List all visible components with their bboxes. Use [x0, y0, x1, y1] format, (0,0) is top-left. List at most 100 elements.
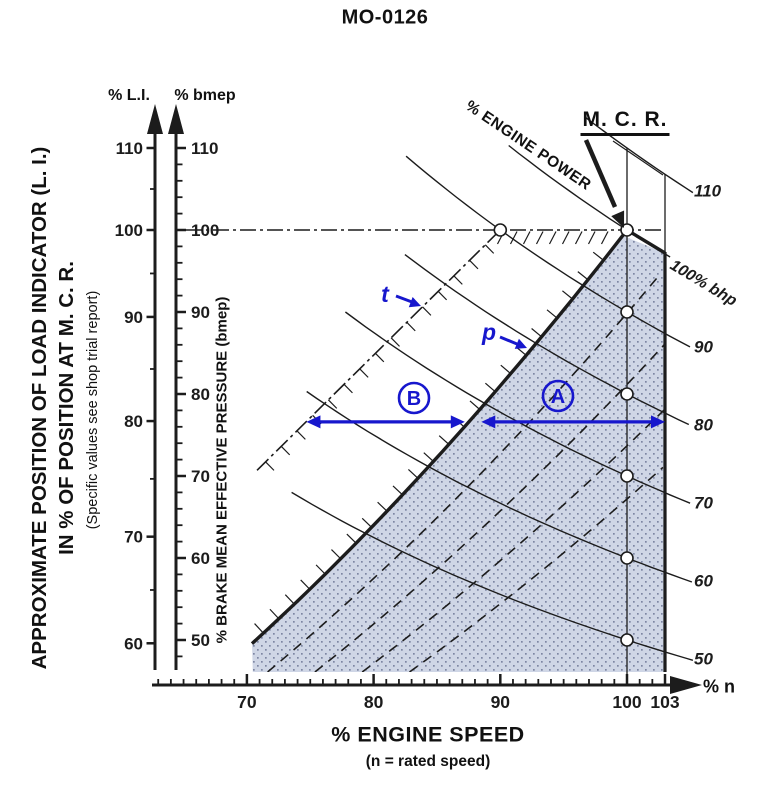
power-line-label-50: 50: [694, 649, 713, 668]
zone-b-letter: B: [407, 388, 421, 410]
power-line-label-110: 110: [694, 182, 722, 201]
hatch-mark: [422, 306, 432, 316]
p-arrow-shaft: [499, 335, 518, 346]
hatch-mark: [254, 623, 264, 634]
left-axis-title-line2: IN % OF POSITION AT M. C. R.: [55, 261, 78, 555]
x-axis-subtitle: (n = rated speed): [365, 753, 491, 770]
hatch-mark: [374, 352, 385, 363]
hatch-mark: [296, 430, 306, 440]
zone-a-arrow-right-head: [651, 415, 666, 429]
li-tick-label-70: 70: [124, 528, 143, 547]
marker-power-80-at-100-speed: [620, 387, 634, 401]
hatch-mark: [406, 321, 416, 332]
hatch-mark: [265, 461, 275, 471]
hatch-mark: [315, 564, 326, 575]
hatch-mark: [438, 435, 450, 445]
x-tick-label-80: 80: [364, 692, 384, 712]
x-axis-arrowhead: [670, 676, 702, 694]
bmep-tick-label-80: 80: [191, 385, 210, 404]
propeller-line-p-label: p: [481, 319, 496, 345]
bmep-axis-title: % BRAKE MEAN EFFECTIVE PRESSURE (bmep): [213, 296, 231, 644]
bmep-tick-label-70: 70: [191, 467, 210, 486]
zone-b-arrow-left-head: [306, 415, 321, 429]
bmep-tick-label-100: 100: [191, 221, 219, 240]
zone-a-circle: [541, 379, 575, 413]
hatch-mark: [343, 383, 353, 394]
marker-90pct-power-at-100bmep: [493, 223, 508, 237]
power-line-90: [405, 155, 691, 348]
axes-group: 110 100 90 80 70 60 110 100 90 80 70 60 50 70 80 90 100 1…: [115, 104, 702, 712]
dashed-propeller-curve-111: [314, 338, 665, 672]
hatch-mark: [269, 608, 280, 620]
hatch-mark: [577, 271, 589, 281]
marker-power-50-at-100-speed: [620, 633, 634, 647]
bmep-tick-label-90: 90: [191, 303, 210, 322]
hatch-mark: [284, 594, 295, 605]
hatch-mark: [484, 244, 495, 254]
dashed-propeller-curve-122: [409, 466, 664, 672]
marker-power-70-at-100-speed: [620, 469, 634, 483]
hatch-mark: [361, 517, 372, 528]
zone-b-circle: [397, 381, 431, 415]
hatch-mark: [331, 549, 342, 560]
mcr-arrow-shaft: [583, 139, 618, 208]
hatch-mark: [300, 579, 311, 590]
x-axis-title: % ENGINE SPEED: [331, 722, 525, 747]
hatch-mark: [437, 290, 448, 301]
hatch-mark: [469, 259, 479, 270]
hatch-mark: [522, 231, 531, 245]
power-line-label-80: 80: [694, 415, 713, 434]
dashed-propeller-curve-105.5: [267, 273, 661, 672]
power-line-110: [584, 116, 694, 194]
t-arrowhead: [408, 296, 421, 308]
hatch-mark: [390, 337, 400, 347]
hatch-mark: [548, 231, 557, 245]
bmep-axis-header: % bmep: [174, 87, 236, 104]
hatch-mark: [546, 309, 558, 319]
li-tick-label-100: 100: [115, 221, 143, 240]
hatch-mark: [500, 364, 512, 375]
hatch-mark: [359, 368, 369, 378]
hatch-mark: [600, 231, 609, 245]
mcr-arrowhead: [611, 210, 625, 228]
mcr-to-103-boundary: [626, 228, 666, 255]
hatch-mark: [509, 231, 518, 245]
x-tick-label-90: 90: [491, 692, 511, 712]
li-axis-arrowhead: [147, 104, 163, 134]
propeller-limit-curve: [250, 232, 626, 645]
zone-a-letter: A: [551, 386, 565, 408]
li-tick-label-80: 80: [124, 412, 143, 431]
hatch-mark: [535, 231, 544, 245]
hatch-mark: [587, 231, 596, 245]
hatch-mark: [346, 533, 357, 544]
power-line-label-70: 70: [694, 493, 713, 512]
p-arrowhead: [514, 338, 527, 349]
hatch-mark: [592, 251, 604, 261]
bmep-tick-label-50: 50: [191, 631, 210, 650]
x-tick-label-70: 70: [237, 692, 257, 712]
hatch-mark: [574, 231, 583, 245]
left-axis-title-line3: (Specific values see shop trial report): [85, 290, 101, 530]
bmep-tick-label-110: 110: [191, 139, 218, 158]
t-arrow-shaft: [395, 294, 413, 304]
zone-b-arrow-right-head: [450, 415, 465, 429]
power-line-80: [404, 254, 690, 426]
hatch-mark: [469, 400, 481, 410]
hatch-mark: [484, 382, 496, 393]
left-axis-title-line1: APPROXIMATE POSITION OF LOAD INDICATOR (…: [28, 146, 51, 670]
shaded-operating-region: [252, 235, 665, 672]
hatch-mark: [392, 485, 403, 496]
blue-annotations: t p B A: [306, 281, 666, 429]
hatch-mark: [280, 445, 291, 456]
bmep-tick-label-60: 60: [191, 549, 210, 568]
page-title: MO-0126: [341, 6, 429, 29]
zone-a-arrow-left-head: [481, 415, 496, 429]
x-axis-unit-label: % n: [702, 676, 736, 697]
mcr-label: M. C. R.: [580, 108, 670, 136]
hatch-mark: [377, 501, 388, 512]
li-tick-label-60: 60: [124, 634, 143, 653]
li-tick-label-90: 90: [124, 308, 143, 327]
torque-line-t-label: t: [381, 281, 390, 307]
